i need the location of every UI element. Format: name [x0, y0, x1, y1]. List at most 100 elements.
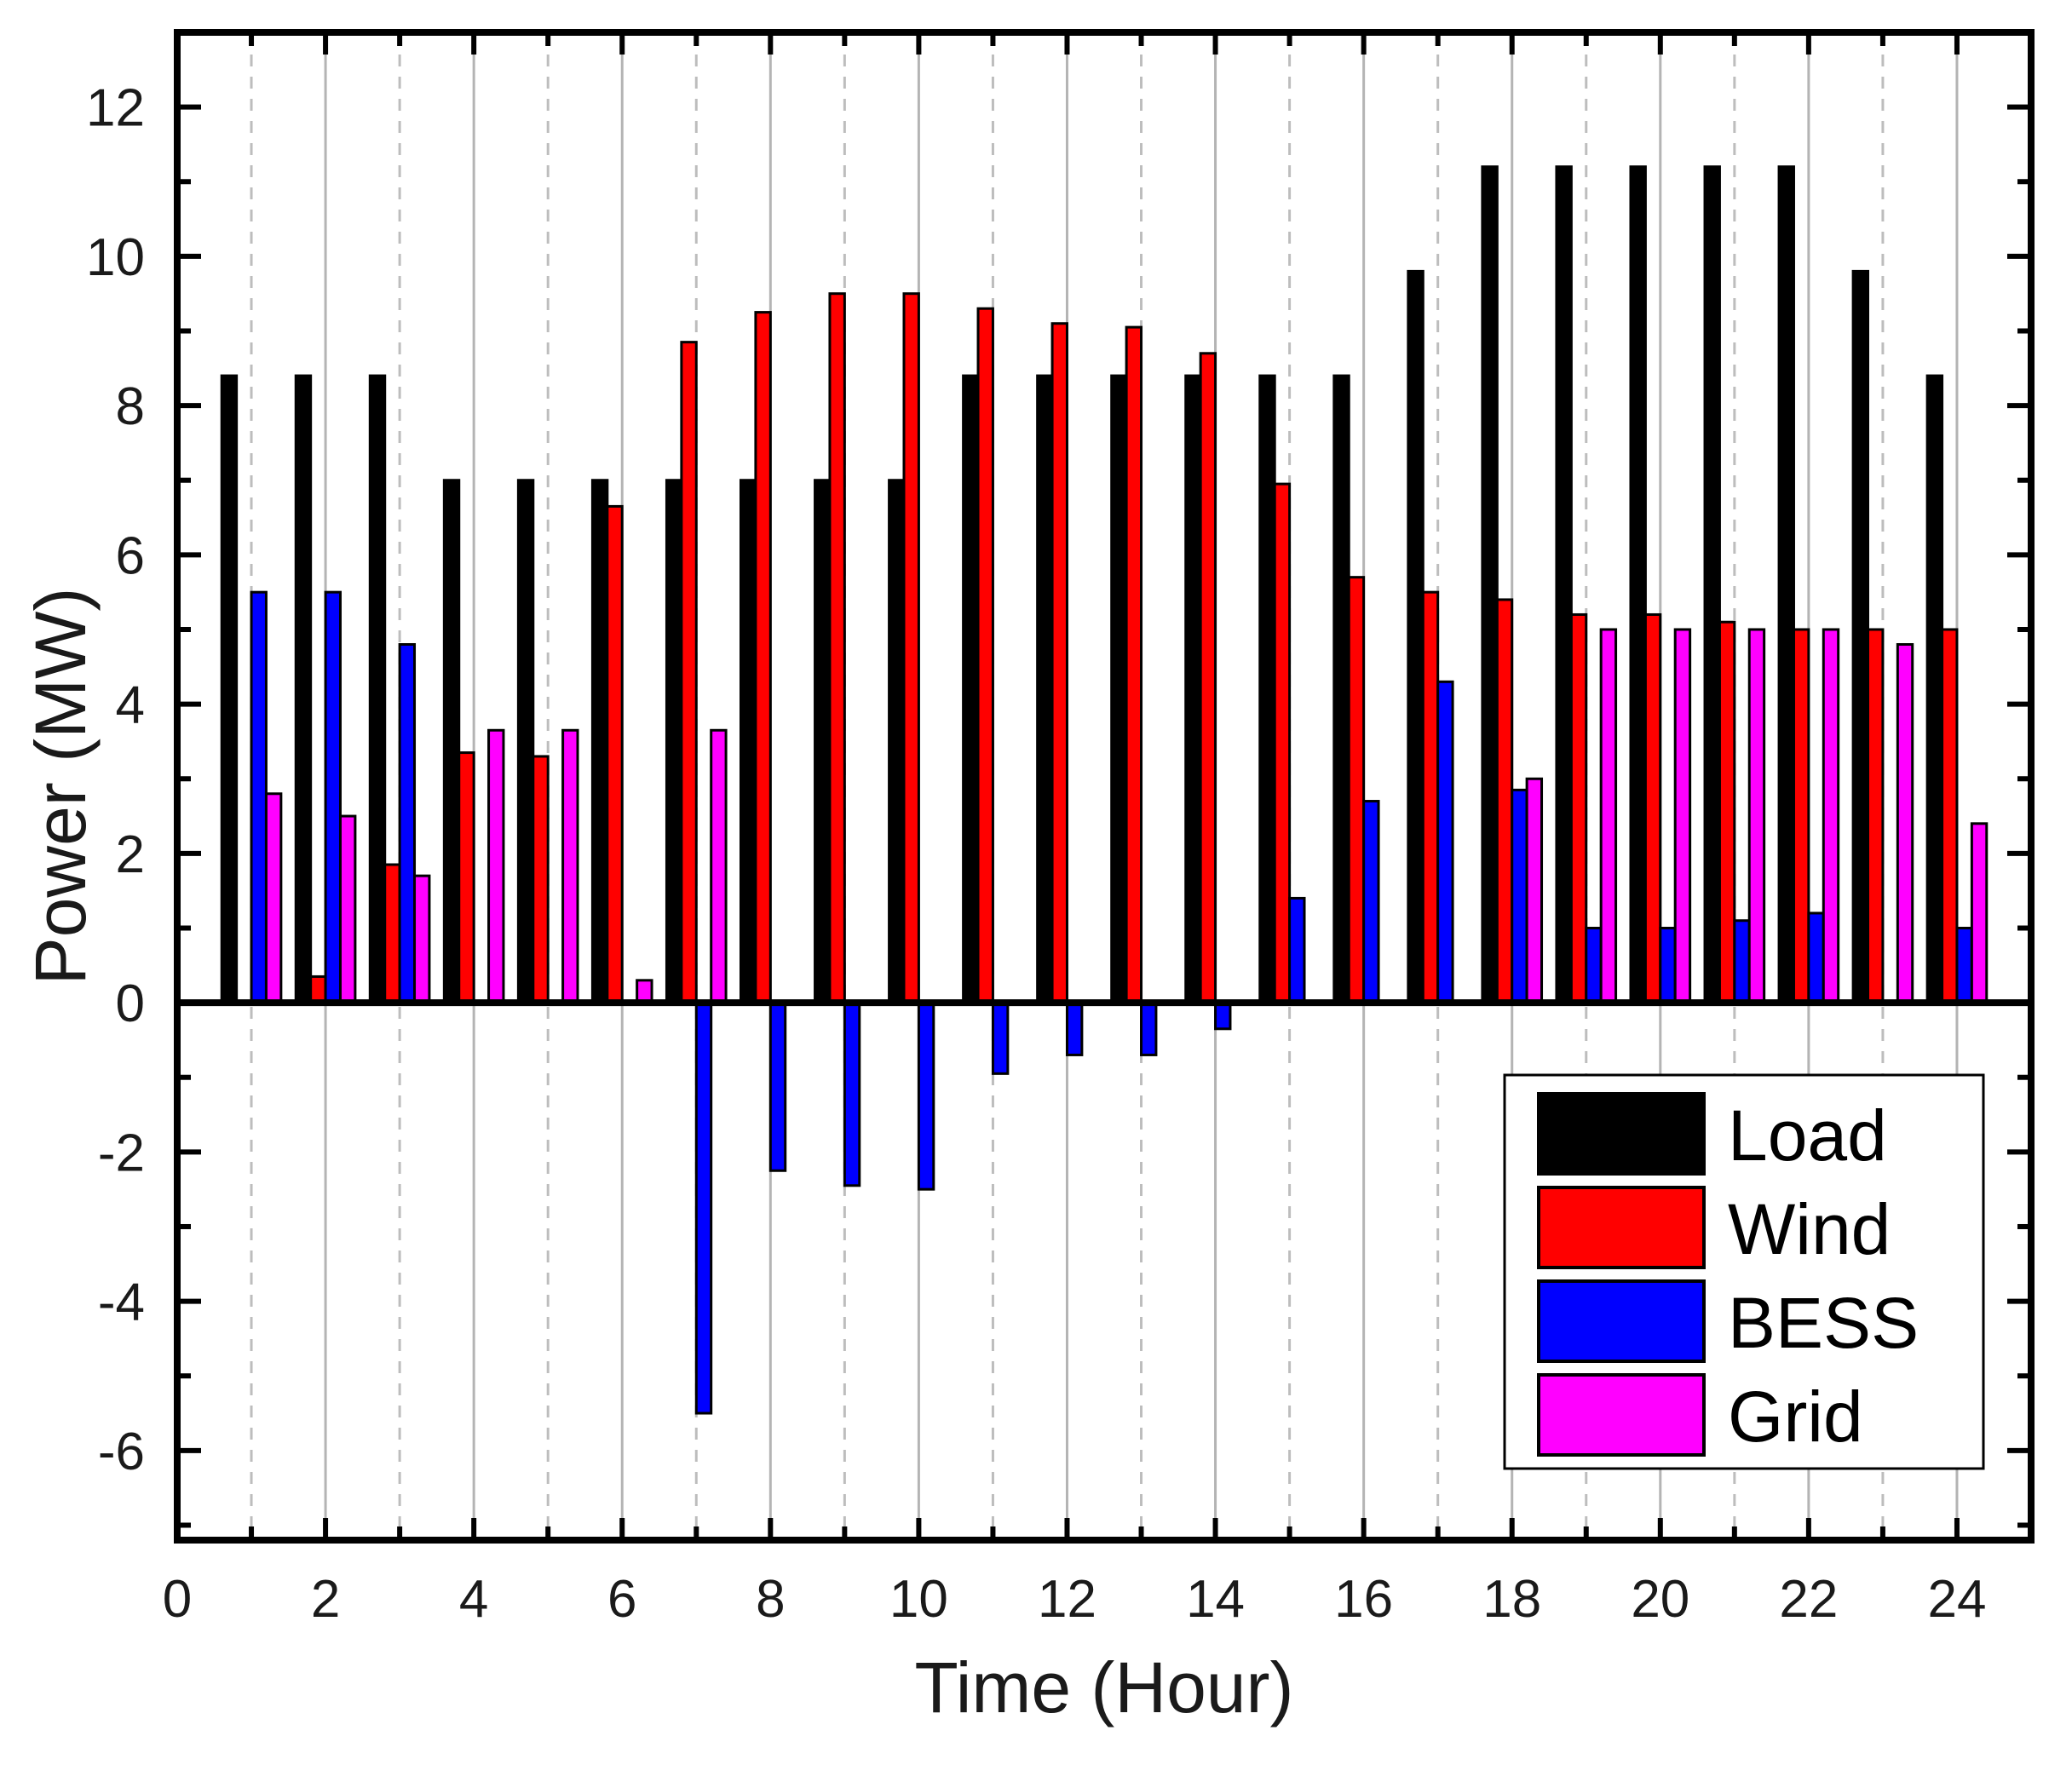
bar-wind-hour-3	[383, 863, 401, 1004]
bar-load-hour-17	[1407, 269, 1424, 1004]
x-tick-label: 24	[1927, 1570, 1986, 1629]
bar-grid-hour-7	[710, 728, 728, 1004]
bar-bess-hour-12	[1065, 1001, 1084, 1056]
bar-bess-hour-19	[1585, 926, 1603, 1004]
y-tick-label: 10	[86, 228, 145, 287]
x-tick-label: 2	[311, 1570, 340, 1629]
bar-grid-hour-1	[264, 792, 283, 1004]
bar-load-hour-11	[962, 374, 980, 1004]
x-axis-title: Time (Hour)	[915, 1647, 1294, 1728]
x-tick-label: 10	[889, 1570, 948, 1629]
bar-load-hour-22	[1777, 165, 1795, 1004]
x-tick-label: 12	[1038, 1570, 1096, 1629]
bar-load-hour-8	[740, 479, 757, 1004]
bar-wind-hour-7	[680, 341, 698, 1004]
y-tick-label: -2	[98, 1124, 145, 1182]
bar-load-hour-24	[1925, 374, 1944, 1004]
bar-wind-hour-21	[1718, 620, 1736, 1004]
legend-swatch-grid	[1537, 1373, 1706, 1457]
x-tick-label: 4	[459, 1570, 488, 1629]
bar-load-hour-1	[220, 374, 239, 1004]
y-tick-label: 2	[116, 825, 145, 884]
x-tick-label: 20	[1631, 1570, 1689, 1629]
bar-bess-hour-13	[1140, 1001, 1158, 1056]
bar-bess-hour-9	[843, 1001, 861, 1187]
bar-bess-hour-1	[250, 590, 268, 1004]
bar-bess-hour-20	[1659, 926, 1677, 1004]
x-tick-label: 8	[756, 1570, 785, 1629]
y-tick-label: -4	[98, 1273, 145, 1332]
bar-grid-hour-4	[487, 728, 505, 1004]
bar-wind-hour-20	[1643, 612, 1662, 1004]
bar-load-hour-9	[814, 479, 832, 1004]
legend-label-bess: BESS	[1728, 1283, 1919, 1363]
bar-bess-hour-18	[1511, 788, 1528, 1004]
bar-load-hour-2	[294, 374, 313, 1004]
bar-grid-hour-5	[561, 728, 579, 1004]
bar-load-hour-15	[1258, 374, 1276, 1004]
y-tick-label: 0	[116, 974, 145, 1033]
bar-load-hour-23	[1851, 269, 1870, 1004]
x-tick-label: 22	[1779, 1570, 1838, 1629]
bar-wind-hour-14	[1199, 352, 1217, 1004]
bar-load-hour-19	[1555, 165, 1573, 1004]
bar-bess-hour-3	[398, 643, 417, 1004]
y-tick-label: 6	[116, 526, 145, 585]
bar-wind-hour-19	[1569, 612, 1588, 1004]
y-axis-title: Power (MW)	[20, 588, 101, 986]
bar-wind-hour-18	[1495, 598, 1514, 1004]
bar-wind-hour-8	[754, 311, 772, 1004]
bar-wind-hour-12	[1050, 322, 1068, 1004]
legend-label-load: Load	[1728, 1095, 1887, 1176]
bar-bess-hour-21	[1733, 919, 1751, 1004]
bar-load-hour-7	[665, 479, 683, 1004]
bar-bess-hour-7	[694, 1001, 713, 1415]
bar-load-hour-4	[442, 479, 461, 1004]
legend-swatch-load	[1537, 1092, 1706, 1176]
bar-wind-hour-13	[1125, 325, 1143, 1004]
bar-wind-hour-24	[1941, 628, 1959, 1004]
bar-wind-hour-10	[902, 292, 920, 1004]
bar-wind-hour-17	[1421, 590, 1440, 1004]
y-tick-label: -6	[98, 1423, 145, 1481]
y-tick-label: 8	[116, 377, 145, 436]
legend-label-grid: Grid	[1728, 1377, 1863, 1457]
bar-wind-hour-15	[1273, 482, 1292, 1004]
bar-load-hour-13	[1110, 374, 1128, 1004]
bar-bess-hour-11	[991, 1001, 1010, 1075]
x-tick-label: 0	[163, 1570, 192, 1629]
bar-bess-hour-22	[1807, 911, 1825, 1004]
bar-grid-hour-18	[1525, 777, 1544, 1004]
bar-wind-hour-2	[309, 974, 327, 1004]
bar-grid-hour-3	[413, 874, 431, 1004]
bar-wind-hour-6	[606, 504, 624, 1004]
bar-grid-hour-21	[1747, 628, 1766, 1004]
legend-label-wind: Wind	[1728, 1189, 1891, 1269]
bar-load-hour-18	[1481, 165, 1499, 1004]
legend: Load Wind BESS Grid	[1503, 1073, 1985, 1470]
x-tick-label: 14	[1186, 1570, 1245, 1629]
bar-wind-hour-23	[1867, 628, 1885, 1004]
x-tick-label: 6	[607, 1570, 636, 1629]
bar-grid-hour-2	[338, 814, 357, 1004]
bar-load-hour-12	[1036, 374, 1054, 1004]
tick-layer	[175, 30, 2034, 1540]
bar-wind-hour-4	[458, 751, 475, 1004]
bar-grid-hour-20	[1673, 628, 1692, 1004]
bar-wind-hour-16	[1347, 576, 1366, 1004]
bar-bess-hour-8	[768, 1001, 787, 1172]
bar-wind-hour-11	[976, 307, 994, 1004]
bar-load-hour-20	[1629, 165, 1647, 1004]
bar-bess-hour-14	[1214, 1001, 1232, 1031]
bar-bess-hour-2	[324, 590, 342, 1004]
bar-load-hour-14	[1184, 374, 1202, 1004]
bar-load-hour-10	[888, 479, 906, 1004]
plot-frame	[174, 29, 2035, 1544]
legend-swatch-wind	[1537, 1186, 1706, 1269]
x-tick-label: 18	[1482, 1570, 1541, 1629]
bar-bess-hour-15	[1288, 896, 1306, 1004]
bar-grid-hour-23	[1896, 643, 1914, 1004]
bar-grid-hour-19	[1599, 628, 1618, 1004]
